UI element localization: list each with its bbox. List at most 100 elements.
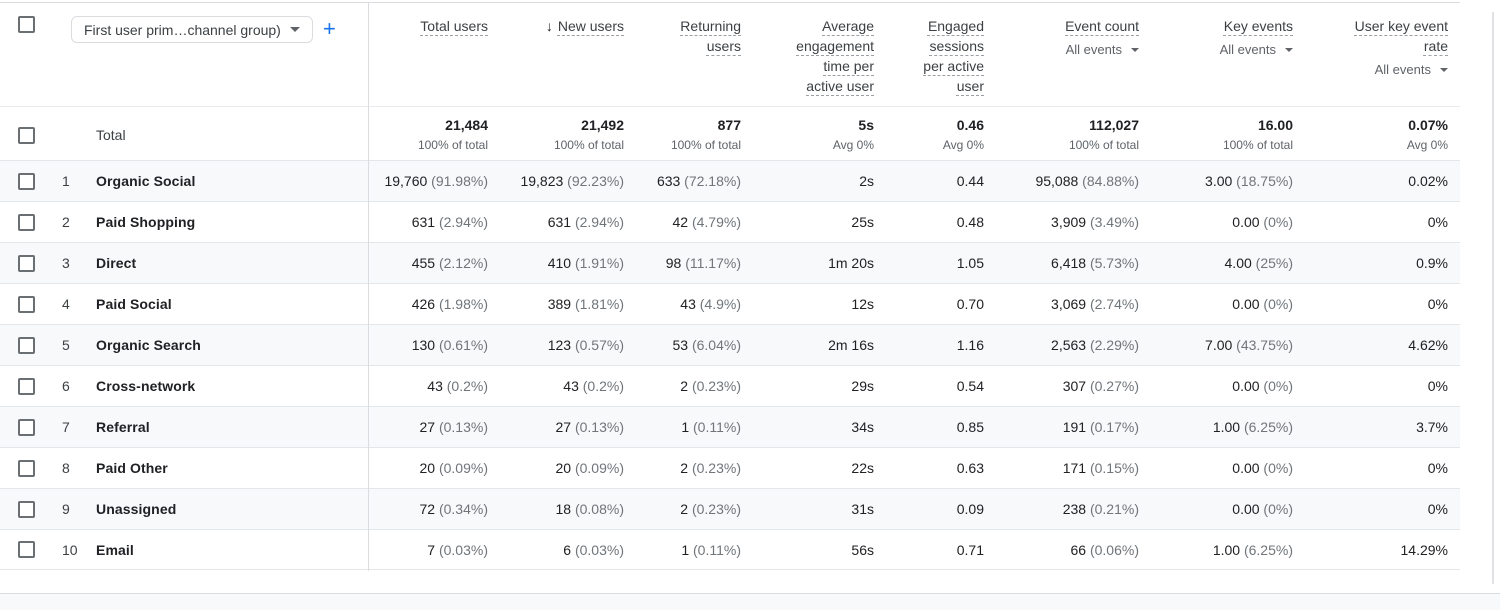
cell-percent: (0.11%) xyxy=(689,419,741,435)
column-header-key-events[interactable]: Key events All events xyxy=(1151,3,1305,106)
cell-total-users: 43 (0.2%) xyxy=(427,378,488,394)
cell-percent: (2.74%) xyxy=(1086,296,1139,312)
total-value: 112,027 xyxy=(1089,117,1139,133)
metric-filter-dropdown-event-count[interactable]: All events xyxy=(1016,40,1139,60)
column-header-event-count[interactable]: Event count All events xyxy=(996,3,1151,106)
channel-name[interactable]: Paid Shopping xyxy=(96,214,196,230)
cell-percent: (0.11%) xyxy=(689,541,741,558)
vertical-scrollbar[interactable] xyxy=(1492,12,1494,584)
total-subtext: 100% of total xyxy=(1068,138,1139,152)
row-number: 8 xyxy=(62,460,70,476)
cell-engaged-sessions-per-active-user: 0.09 xyxy=(956,501,984,517)
chevron-down-icon xyxy=(1131,48,1139,52)
cell-percent: (2.94%) xyxy=(435,214,488,230)
footer-strip xyxy=(0,593,1500,610)
cell-percent: (0.15%) xyxy=(1086,460,1139,476)
cell-percent: (0.61%) xyxy=(435,337,488,353)
channel-name[interactable]: Unassigned xyxy=(96,501,177,517)
column-header-engaged-sessions-per-active-user[interactable]: Engaged sessions per active user xyxy=(886,3,996,106)
row-checkbox[interactable] xyxy=(18,541,35,558)
channel-name[interactable]: Direct xyxy=(96,255,137,271)
cell-average-engagement-time-per-active-user: 34s xyxy=(851,419,874,435)
cell-average-engagement-time-per-active-user: 2s xyxy=(859,173,874,189)
row-checkbox[interactable] xyxy=(18,172,35,190)
metric-filter-dropdown-user-key-event-rate[interactable]: All events xyxy=(1345,60,1448,80)
channel-name[interactable]: Paid Other xyxy=(96,460,168,476)
cell-percent: (0.09%) xyxy=(571,460,624,476)
channel-name[interactable]: Email xyxy=(96,541,134,558)
column-header-average-engagement-time-per-active-user[interactable]: Average engagement time per active user xyxy=(753,3,886,106)
row-checkbox[interactable] xyxy=(18,459,35,477)
cell-engaged-sessions-per-active-user: 0.48 xyxy=(956,214,984,230)
cell-user-key-event-rate: 14.29% xyxy=(1400,541,1448,558)
cell-key-events: 0.00 (0%) xyxy=(1232,214,1293,230)
cell-percent: (4.9%) xyxy=(695,296,741,312)
table-row-cross-network: 6 Cross-network 43 (0.2%) 43 (0.2%) 2 (0.23%… xyxy=(0,365,1460,406)
cell-event-count: 95,088 (84.88%) xyxy=(1035,173,1139,189)
row-checkbox[interactable] xyxy=(18,213,35,231)
cell-key-events: 7.00 (43.75%) xyxy=(1205,337,1293,353)
row-number: 4 xyxy=(62,296,70,312)
cell-event-count: 238 (0.21%) xyxy=(1062,501,1139,517)
channel-name[interactable]: Organic Social xyxy=(96,173,196,189)
row-checkbox[interactable] xyxy=(18,254,35,272)
column-header-label: Average engagement time per active user xyxy=(796,18,874,94)
cell-key-events: 0.00 (0%) xyxy=(1232,378,1293,394)
cell-percent: (0.13%) xyxy=(435,419,488,435)
cell-event-count: 3,069 (2.74%) xyxy=(1051,296,1139,312)
cell-engaged-sessions-per-active-user: 0.85 xyxy=(956,419,984,435)
cell-average-engagement-time-per-active-user: 31s xyxy=(851,501,874,517)
row-checkbox[interactable] xyxy=(18,295,35,313)
cell-percent: (1.98%) xyxy=(435,296,488,312)
row-checkbox[interactable] xyxy=(18,336,35,354)
total-subtext: 100% of total xyxy=(1222,138,1293,152)
cell-percent: (5.73%) xyxy=(1086,255,1139,271)
cell-percent: (0.2%) xyxy=(442,378,488,394)
cell-user-key-event-rate: 0% xyxy=(1427,378,1448,394)
cell-new-users: 631 (2.94%) xyxy=(547,214,624,230)
cell-returning-users: 2 (0.23%) xyxy=(680,378,741,394)
column-header-returning-users[interactable]: Returning users xyxy=(636,3,753,106)
row-checkbox[interactable] xyxy=(18,500,35,518)
row-checkbox[interactable] xyxy=(18,377,35,395)
table-row-organic-search: 5 Organic Search 130 (0.61%) 123 (0.57%) 53 … xyxy=(0,324,1460,365)
channel-name[interactable]: Cross-network xyxy=(96,378,196,394)
cell-average-engagement-time-per-active-user: 29s xyxy=(851,378,874,394)
table-body: 1 Organic Social 19,760 (91.98%) 19,823 (92… xyxy=(0,160,1460,570)
cell-event-count: 66 (0.06%) xyxy=(1070,541,1140,558)
cell-returning-users: 1 (0.11%) xyxy=(681,541,741,558)
cell-percent: (84.88%) xyxy=(1078,173,1139,189)
total-value: 877 xyxy=(717,117,741,133)
add-dimension-button[interactable]: + xyxy=(323,16,336,41)
cell-percent: (0.23%) xyxy=(688,460,741,476)
total-row-checkbox[interactable] xyxy=(18,127,35,144)
table-row-direct: 3 Direct 455 (2.12%) 410 (1.91%) 98 (11.17%)… xyxy=(0,242,1460,283)
dimension-dropdown[interactable]: First user prim…channel group) xyxy=(71,16,313,43)
column-header-user-key-event-rate[interactable]: User key event rate All events xyxy=(1305,3,1460,106)
cell-user-key-event-rate: 0% xyxy=(1427,460,1448,476)
metric-filter-dropdown-key-events[interactable]: All events xyxy=(1171,40,1293,60)
total-cell-engaged-sessions-per-active-user: 0.46 Avg 0% xyxy=(886,107,996,160)
total-value: 16.00 xyxy=(1257,117,1293,133)
column-header-new-users[interactable]: ↓ New users xyxy=(500,3,636,106)
row-checkbox[interactable] xyxy=(18,418,35,436)
cell-key-events: 4.00 (25%) xyxy=(1224,255,1293,271)
cell-percent: (43.75%) xyxy=(1232,337,1293,353)
channel-name[interactable]: Referral xyxy=(96,419,150,435)
cell-percent: (0.06%) xyxy=(1086,541,1139,558)
total-cell-event-count: 112,027 100% of total xyxy=(996,107,1151,160)
table-header-row: First user prim…channel group) + Total u… xyxy=(0,3,1460,106)
row-number: 7 xyxy=(62,419,70,435)
total-subtext: 100% of total xyxy=(553,138,624,152)
cell-total-users: 20 (0.09%) xyxy=(419,460,489,476)
cell-key-events: 1.00 (6.25%) xyxy=(1212,541,1293,558)
channel-name[interactable]: Organic Search xyxy=(96,337,201,353)
column-header-total-users[interactable]: Total users xyxy=(368,3,500,106)
cell-key-events: 3.00 (18.75%) xyxy=(1205,173,1293,189)
column-header-label: User key event rate xyxy=(1354,18,1448,54)
sort-desc-arrow-icon: ↓ xyxy=(545,18,553,34)
cell-new-users: 123 (0.57%) xyxy=(547,337,624,353)
select-all-checkbox[interactable] xyxy=(18,16,35,33)
cell-engaged-sessions-per-active-user: 0.71 xyxy=(956,541,984,558)
channel-name[interactable]: Paid Social xyxy=(96,296,172,312)
